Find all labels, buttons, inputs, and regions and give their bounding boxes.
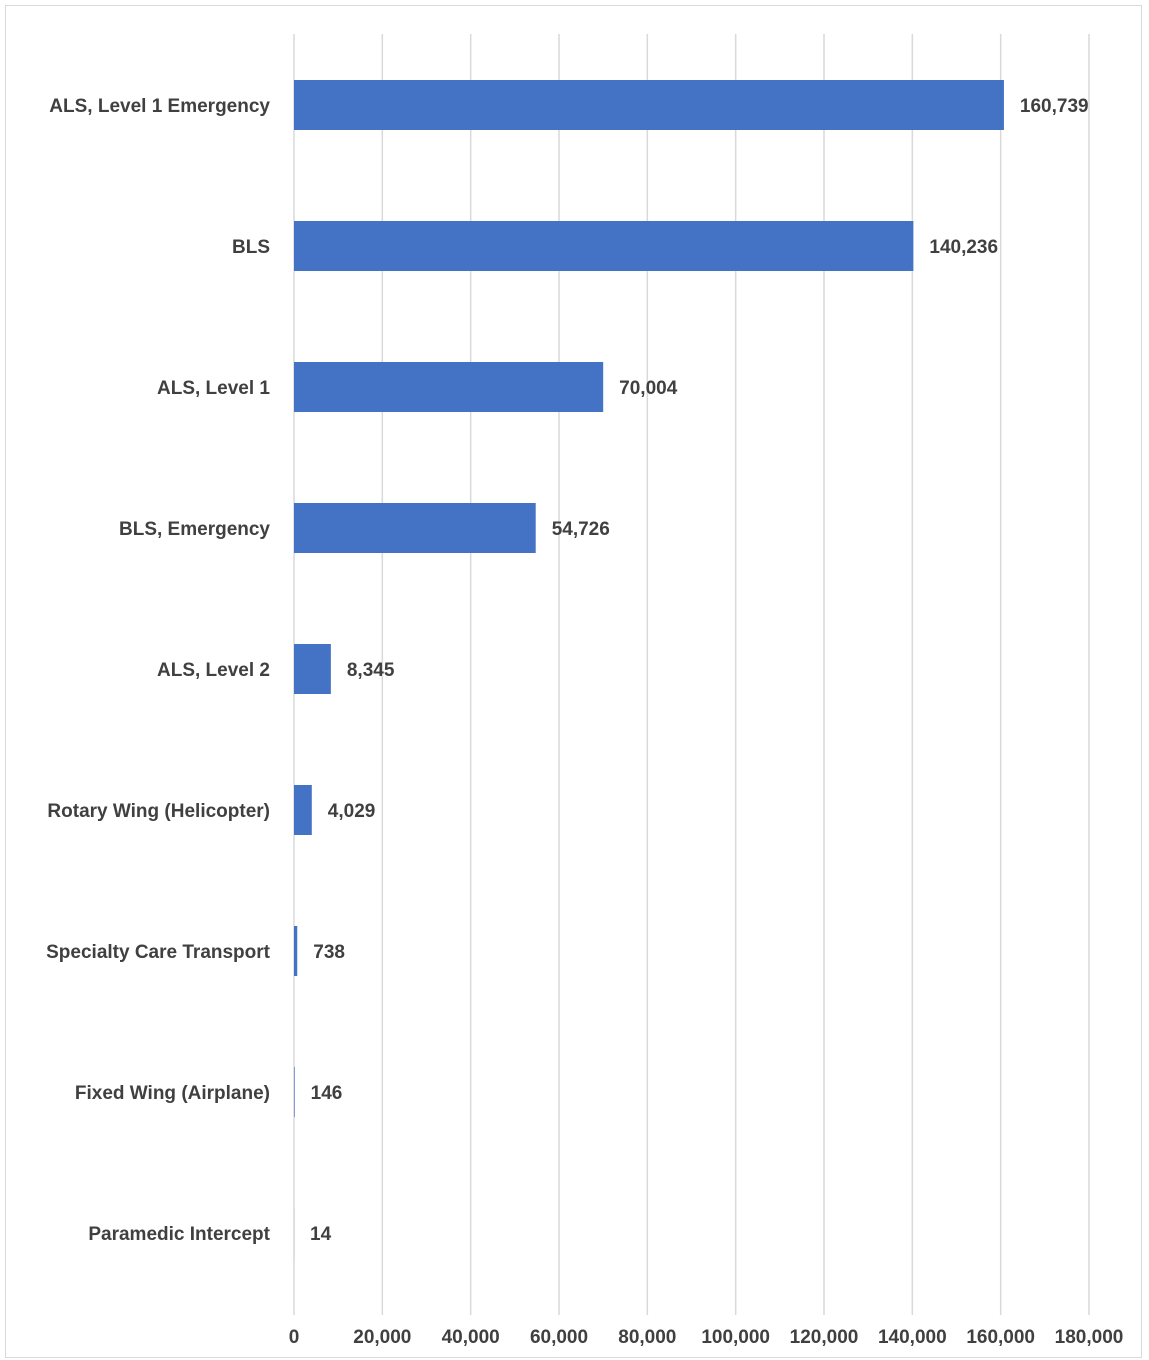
x-tick-label: 60,000	[530, 1327, 588, 1348]
x-tick-label: 80,000	[618, 1327, 676, 1348]
bar	[294, 926, 298, 976]
value-labels: 160,739 140,236 70,004 54,726 8,345 4,029 738 1…	[310, 96, 1089, 1245]
value-label: 738	[313, 942, 345, 963]
bar	[294, 362, 604, 412]
category-label: Specialty Care Transport	[46, 942, 271, 963]
value-label: 14	[310, 1224, 332, 1245]
category-label: BLS	[232, 237, 270, 258]
bars	[294, 80, 1004, 1258]
bar	[294, 1067, 295, 1117]
value-label: 70,004	[619, 378, 678, 399]
value-label: 8,345	[347, 660, 395, 681]
category-label: ALS, Level 1 Emergency	[49, 96, 270, 117]
category-label: ALS, Level 2	[157, 660, 270, 681]
category-label: Paramedic Intercept	[88, 1224, 270, 1245]
category-label: Fixed Wing (Airplane)	[75, 1083, 270, 1104]
category-labels: ALS, Level 1 Emergency BLS ALS, Level 1 BLS…	[46, 96, 271, 1245]
x-tick-label: 160,000	[966, 1327, 1035, 1348]
x-tick-label: 180,000	[1055, 1327, 1124, 1348]
x-tick-label: 40,000	[442, 1327, 500, 1348]
category-label: BLS, Emergency	[119, 519, 270, 540]
x-tick-label: 120,000	[790, 1327, 859, 1348]
value-label: 160,739	[1020, 96, 1089, 117]
category-label: ALS, Level 1	[157, 378, 270, 399]
x-tick-label: 20,000	[353, 1327, 411, 1348]
x-tick-label: 100,000	[701, 1327, 770, 1348]
x-tick-label: 0	[289, 1327, 300, 1348]
x-tick-label: 140,000	[878, 1327, 947, 1348]
bar	[294, 785, 312, 835]
bar	[294, 644, 331, 694]
category-label: Rotary Wing (Helicopter)	[47, 801, 270, 822]
value-label: 140,236	[929, 237, 998, 258]
bar	[294, 80, 1004, 130]
bar	[294, 503, 536, 553]
x-axis-tick-labels: 0 20,000 40,000 60,000 80,000 100,000 120,000 1…	[289, 1327, 1124, 1348]
value-label: 54,726	[552, 519, 610, 540]
value-label: 4,029	[328, 801, 376, 822]
bar	[294, 221, 914, 271]
value-label: 146	[311, 1083, 343, 1104]
